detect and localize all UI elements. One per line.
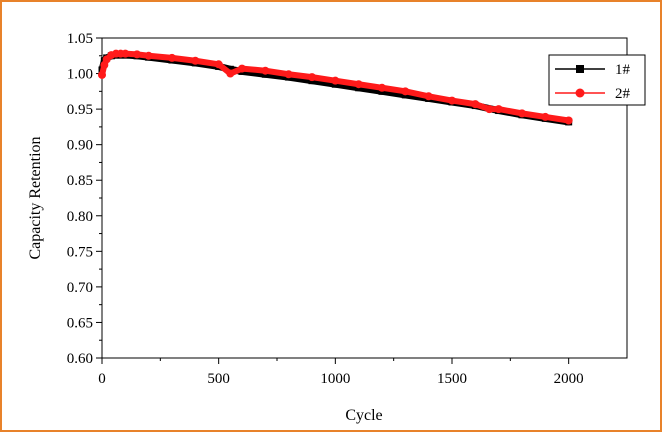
data-point-2 xyxy=(541,112,550,121)
legend: 1# 2# xyxy=(548,54,646,106)
legend-box xyxy=(548,54,646,106)
data-point-2 xyxy=(564,116,573,125)
data-point-2 xyxy=(214,60,223,69)
legend-marker-2 xyxy=(575,88,585,98)
y-axis-title: Capacity Retention xyxy=(27,136,44,259)
x-tick-label: 1000 xyxy=(320,371,350,387)
y-tick-label: 0.60 xyxy=(67,351,93,367)
data-point-2 xyxy=(518,109,526,118)
data-point-2 xyxy=(191,56,200,65)
data-point-2 xyxy=(401,87,410,96)
y-tick-label: 0.75 xyxy=(67,244,93,260)
data-point-2 xyxy=(144,51,153,60)
y-tick-label: 0.90 xyxy=(67,138,93,154)
x-tick-label: 2000 xyxy=(554,371,584,387)
y-tick-label: 1.05 xyxy=(67,31,93,47)
data-point-2 xyxy=(485,105,494,114)
data-point-2 xyxy=(308,73,316,82)
data-point-2 xyxy=(238,64,246,73)
data-point-2 xyxy=(424,92,433,101)
legend-label-2: 2# xyxy=(615,86,631,102)
data-point-2 xyxy=(471,100,480,109)
data-point-2 xyxy=(494,105,503,114)
data-point-2 xyxy=(284,70,293,79)
data-point-2 xyxy=(261,66,270,75)
y-tick-label: 0.95 xyxy=(67,102,93,118)
y-tick-label: 0.70 xyxy=(67,280,93,296)
x-tick-label: 500 xyxy=(207,371,230,387)
y-tick-label: 0.80 xyxy=(67,209,93,225)
data-point-2 xyxy=(133,50,141,59)
data-point-2 xyxy=(121,49,130,58)
data-point-2 xyxy=(168,53,176,62)
data-point-2 xyxy=(354,80,363,89)
x-axis-title: Cycle xyxy=(345,407,382,424)
data-point-2 xyxy=(98,70,106,79)
series-layer xyxy=(98,49,573,126)
data-point-2 xyxy=(448,96,456,105)
data-point-2 xyxy=(378,83,386,92)
legend-label-1: 1# xyxy=(615,62,631,78)
data-point-2 xyxy=(331,76,340,85)
x-tick-label: 1500 xyxy=(437,371,467,387)
x-tick-label: 0 xyxy=(98,371,106,387)
y-tick-label: 0.65 xyxy=(67,315,93,331)
axis-ticks: 0.60 0.65 0.70 0.75 0.80 0.85 0.90 0.95 1.00 1.05… xyxy=(67,31,584,387)
y-tick-label: 1.00 xyxy=(67,67,93,83)
data-point-2 xyxy=(226,69,235,78)
data-point-1 xyxy=(226,65,234,73)
legend-marker-1 xyxy=(576,65,584,73)
y-tick-label: 0.85 xyxy=(67,173,93,189)
